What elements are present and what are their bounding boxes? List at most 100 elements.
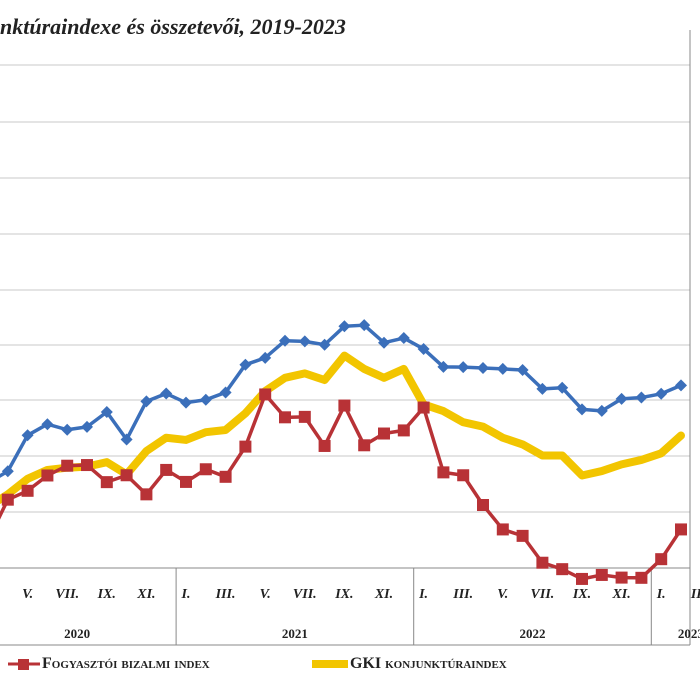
legend-item-fogyasztoi: Fogyasztói bizalmi index	[6, 655, 210, 673]
year-label: 2020	[64, 626, 90, 641]
x-tick-label: VII.	[531, 587, 555, 602]
data-point	[120, 433, 133, 446]
data-point	[279, 334, 291, 347]
data-point	[199, 393, 212, 406]
chart-title: nktúraindexe és összetevői, 2019-2023	[0, 14, 346, 39]
x-tick-label: IX.	[334, 587, 353, 602]
data-point	[259, 351, 272, 364]
data-point	[675, 523, 687, 536]
data-point	[298, 335, 311, 348]
x-tick-label: V.	[497, 587, 508, 602]
x-tick-label: VII.	[293, 587, 317, 602]
data-point	[556, 563, 569, 576]
data-point	[397, 424, 410, 437]
data-point	[437, 466, 450, 479]
data-point	[259, 388, 272, 401]
data-point	[378, 427, 390, 440]
data-point	[437, 360, 450, 373]
data-point	[180, 475, 192, 488]
data-point	[536, 382, 549, 395]
data-point	[457, 469, 470, 482]
data-point	[496, 362, 509, 375]
data-point	[536, 556, 549, 569]
data-point	[140, 395, 153, 408]
year-label: 2021	[282, 626, 308, 641]
data-point	[21, 429, 34, 442]
x-tick-label: IX.	[97, 587, 116, 602]
data-point	[61, 459, 74, 472]
data-point	[219, 386, 232, 399]
data-point	[576, 572, 588, 585]
legend-label-fogyasztoi: Fogyasztói bizalmi index	[42, 655, 210, 672]
data-point	[318, 338, 331, 351]
data-point	[595, 404, 608, 417]
series-line	[0, 351, 685, 505]
data-point	[100, 405, 113, 418]
legend-label-gki: GKI konjunktúraindex	[350, 655, 507, 672]
series-blue-index	[0, 319, 687, 478]
data-point	[120, 469, 133, 482]
x-tick-label: I.	[418, 587, 428, 602]
data-point	[397, 332, 410, 345]
x-tick-label: V.	[22, 587, 33, 602]
data-point	[81, 420, 93, 433]
x-tick-label: IX.	[572, 587, 591, 602]
data-point	[41, 418, 54, 431]
legend-item-gki: GKI konjunktúraindex	[310, 655, 507, 673]
data-point	[318, 439, 331, 452]
data-point	[219, 470, 232, 483]
series-fogyasztoi-bizalmi-index	[0, 388, 687, 585]
data-point	[457, 361, 470, 374]
data-point	[298, 410, 311, 423]
x-tick-label: XI.	[611, 587, 630, 602]
data-point	[160, 387, 173, 400]
data-point	[358, 439, 371, 452]
data-point	[496, 523, 509, 536]
data-point	[239, 358, 252, 371]
data-point	[338, 399, 351, 412]
data-point	[516, 529, 529, 542]
data-point	[655, 553, 668, 566]
data-point	[477, 499, 489, 512]
data-point	[358, 319, 371, 332]
year-label: 2023	[678, 626, 700, 641]
data-point	[81, 459, 93, 472]
data-point	[160, 463, 173, 476]
data-point	[655, 387, 668, 400]
x-tick-label: XI.	[374, 587, 393, 602]
data-point	[140, 488, 153, 501]
data-point	[100, 476, 113, 489]
data-point	[199, 463, 212, 476]
axis-box	[0, 30, 691, 646]
data-point	[338, 320, 351, 333]
data-point	[635, 571, 648, 584]
data-point	[239, 440, 252, 453]
legend-marker-yellow-line-icon	[312, 660, 348, 668]
gridlines	[0, 64, 690, 513]
data-point	[41, 469, 54, 482]
data-point	[576, 403, 588, 416]
data-point	[21, 484, 34, 497]
data-point	[615, 392, 628, 405]
x-tick-label: XI.	[136, 587, 155, 602]
series-gki-konjunkturaindex	[0, 351, 685, 505]
x-tick-label: VII.	[55, 587, 79, 602]
data-point	[615, 571, 628, 584]
x-tick-label: III.	[452, 587, 473, 602]
data-point	[477, 362, 489, 375]
data-point	[417, 342, 430, 355]
legend-marker-red-square-icon	[8, 659, 40, 670]
data-point	[279, 411, 291, 424]
data-point	[516, 364, 529, 377]
data-point	[635, 391, 648, 404]
x-tick-label: III.	[690, 587, 700, 602]
data-point	[1, 493, 14, 506]
x-tick-label: V.	[260, 587, 271, 602]
x-axis-tick-labels: V. VII. IX. XI. I. III. V. VII. IX. XI. I. III. V. VI…	[22, 587, 700, 602]
data-point	[378, 336, 390, 349]
year-label: 2022	[520, 626, 546, 641]
data-point	[595, 568, 608, 581]
x-tick-label: I.	[656, 587, 666, 602]
data-point	[180, 396, 192, 409]
data-point	[61, 423, 74, 436]
